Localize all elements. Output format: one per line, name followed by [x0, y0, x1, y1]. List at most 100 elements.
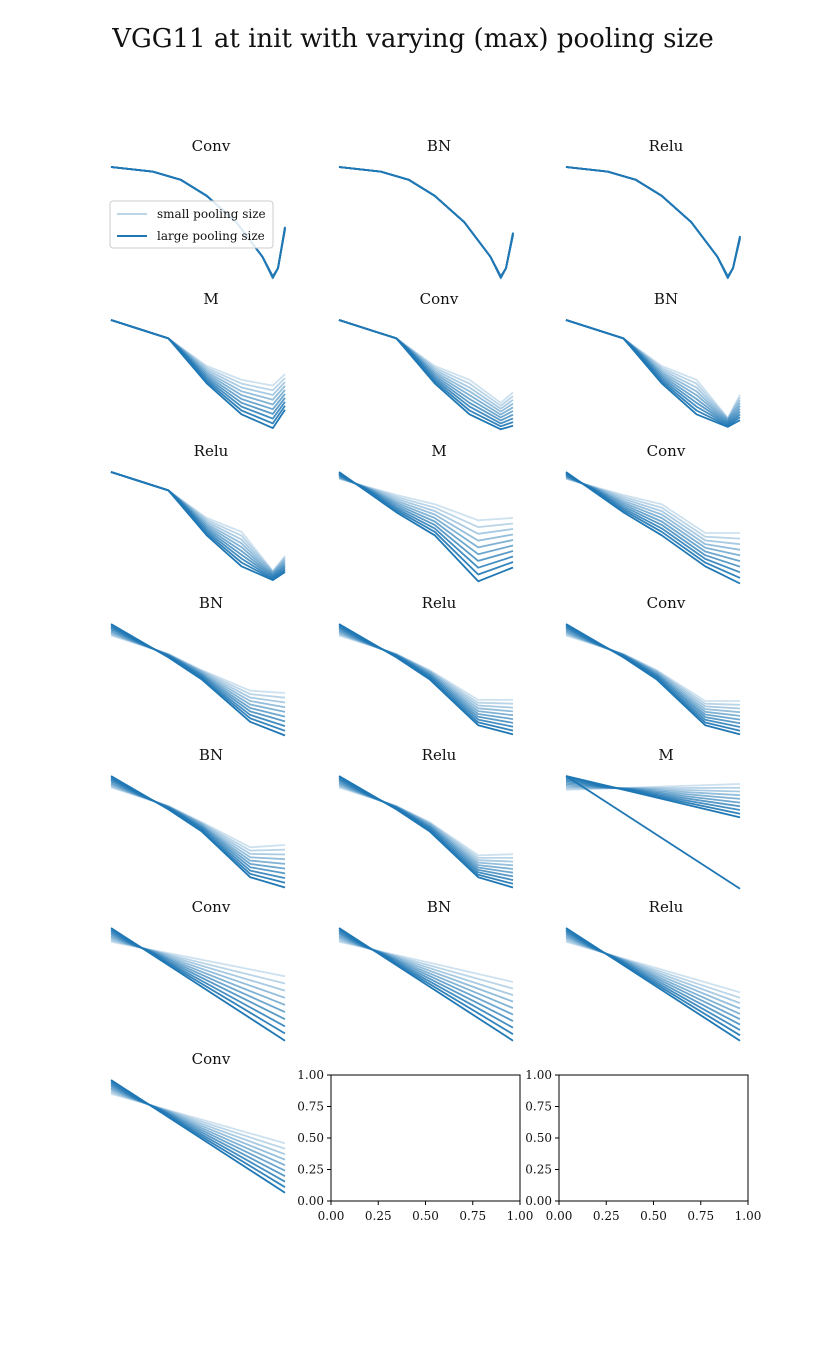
- subplot-3: Relu: [565, 137, 741, 280]
- x-tick-label: 0.75: [459, 1209, 486, 1223]
- series-line: [110, 628, 286, 718]
- subplot-title: Conv: [420, 290, 459, 308]
- subplot-title: Relu: [649, 898, 684, 916]
- subplot-19: Conv: [110, 1050, 286, 1194]
- subplot-4: M: [110, 290, 286, 430]
- subplot-title: Conv: [192, 137, 231, 155]
- x-tick-label: 0.75: [687, 1209, 714, 1223]
- subplot-2: BN: [338, 137, 514, 280]
- figure-title: VGG11 at init with varying (max) pooling…: [111, 24, 714, 54]
- subplot-title: M: [658, 746, 673, 764]
- series-line: [565, 166, 741, 278]
- series-line-outlier: [565, 775, 741, 890]
- series-line: [338, 775, 514, 889]
- series-line: [565, 166, 741, 279]
- series-line: [338, 166, 514, 278]
- series-line: [110, 785, 286, 852]
- series-line: [565, 166, 741, 280]
- series-line: [565, 476, 741, 546]
- subplot-title: M: [431, 442, 446, 460]
- subplot-title: BN: [427, 137, 451, 155]
- series-line: [338, 634, 513, 701]
- legend-frame: [109, 200, 274, 249]
- series-line: [565, 940, 741, 994]
- legend: small pooling size large pooling size: [109, 200, 274, 249]
- subplot-13: BN: [110, 746, 286, 889]
- series-line: [565, 475, 741, 551]
- subplot-title: Relu: [649, 137, 684, 155]
- subplot-17: BN: [338, 898, 514, 1042]
- series-line: [338, 478, 514, 522]
- subplot-title: BN: [427, 898, 451, 916]
- y-tick-label: 0.75: [297, 1100, 324, 1114]
- series-line: [565, 927, 741, 1042]
- series-line: [110, 319, 286, 392]
- series-line: [338, 166, 514, 279]
- y-tick-label: 0.25: [297, 1163, 324, 1177]
- subplot-title: BN: [199, 594, 223, 612]
- series-line: [338, 474, 514, 549]
- subplot-6: BN: [565, 290, 741, 428]
- series-line: [110, 623, 286, 737]
- series-line: [110, 319, 286, 430]
- legend-label-large: large pooling size: [157, 229, 265, 243]
- subplot-title: Relu: [422, 746, 457, 764]
- series-line: [565, 473, 741, 568]
- series-line: [110, 1079, 286, 1194]
- series-line: [338, 927, 514, 1042]
- series-line: [110, 786, 286, 849]
- series-line: [565, 166, 741, 279]
- series-line: [110, 471, 286, 581]
- x-tick-label: 0.50: [640, 1209, 667, 1223]
- series-line: [338, 166, 514, 279]
- series-line: [338, 319, 514, 431]
- y-tick-label: 1.00: [297, 1068, 324, 1082]
- subplot-title: Conv: [647, 442, 686, 460]
- series-line: [338, 476, 514, 535]
- series-line: [110, 927, 286, 1042]
- subplot-10: BN: [110, 594, 286, 737]
- series-line: [565, 623, 741, 736]
- series-line: [110, 780, 286, 870]
- series-line: [565, 477, 741, 540]
- subplot-11: Relu: [338, 594, 514, 736]
- subplot-15: M: [565, 746, 741, 890]
- series-line: [565, 785, 741, 793]
- x-tick-label: 1.00: [507, 1209, 534, 1223]
- x-tick-label: 0.25: [365, 1209, 392, 1223]
- series-line: [565, 166, 741, 279]
- series-line: [110, 1091, 286, 1150]
- subplot-14: Relu: [338, 746, 514, 889]
- series-line: [338, 623, 514, 736]
- series-line: [338, 477, 514, 528]
- subplot-7: Relu: [110, 442, 286, 581]
- series-line: [338, 471, 514, 583]
- subplot-16: Conv: [110, 898, 286, 1042]
- subplot-title: M: [203, 290, 218, 308]
- subplot-title: Conv: [192, 898, 231, 916]
- y-tick-label: 0.00: [525, 1194, 552, 1208]
- y-tick-label: 1.00: [525, 1068, 552, 1082]
- y-tick-label: 0.75: [525, 1100, 552, 1114]
- x-tick-label: 0.00: [546, 1209, 573, 1223]
- series-line: [338, 166, 514, 279]
- subplot-9: Conv: [565, 442, 741, 585]
- series-line: [110, 781, 286, 865]
- series-line: [565, 783, 741, 791]
- subplot-title: BN: [199, 746, 223, 764]
- series-line: [338, 166, 514, 278]
- series-line: [565, 166, 741, 278]
- series-line: [565, 166, 741, 278]
- subplot-title: Conv: [192, 1050, 231, 1068]
- subplot-title: Conv: [647, 594, 686, 612]
- axes-frame: [330, 1074, 521, 1202]
- x-tick-label: 0.50: [412, 1209, 439, 1223]
- subplot-grid: Conv small pooling size large pooling size…: [109, 137, 761, 1223]
- series-line: [338, 475, 514, 542]
- y-tick-label: 0.25: [525, 1163, 552, 1177]
- series-line: [565, 166, 741, 278]
- series-line: [565, 478, 740, 534]
- x-tick-label: 0.00: [318, 1209, 345, 1223]
- legend-label-small: small pooling size: [157, 207, 266, 221]
- series-line: [565, 166, 741, 280]
